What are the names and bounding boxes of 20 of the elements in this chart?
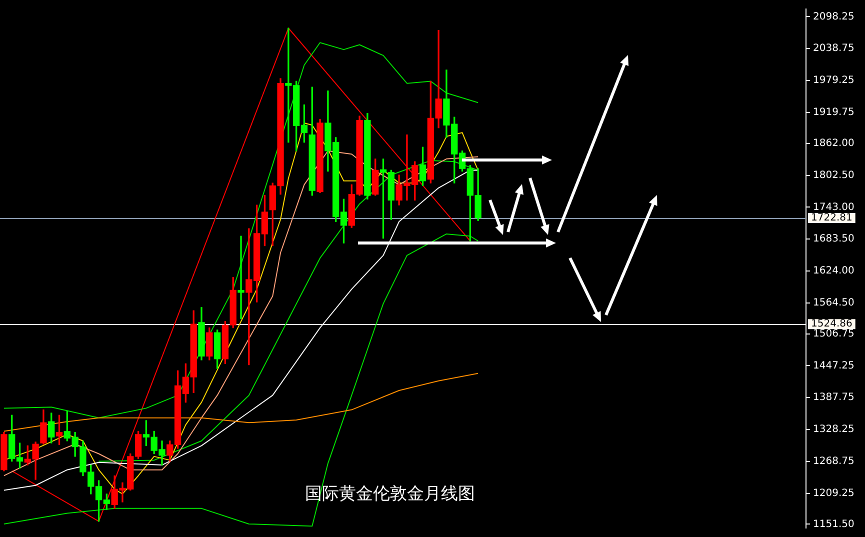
y-tick-label: 1209.25 [813, 488, 854, 499]
y-tick-label: 1743.00 [813, 202, 854, 213]
y-tick-label: 1387.75 [813, 392, 854, 404]
ref-line-label: 1722.81 [811, 212, 852, 224]
ref-line-label: 1524.86 [811, 318, 852, 330]
y-tick-label: 1151.50 [813, 518, 854, 530]
y-tick-label: 2098.25 [813, 11, 854, 22]
y-tick-label: 1979.25 [813, 75, 854, 86]
y-tick-label: 1624.00 [813, 266, 854, 277]
y-tick-label: 1802.50 [813, 170, 854, 181]
y-tick-label: 2038.75 [813, 43, 854, 54]
y-tick-label: 1919.75 [813, 107, 854, 118]
y-tick-label: 1564.50 [813, 297, 854, 308]
y-tick-label: 1268.75 [813, 456, 854, 467]
y-tick-label: 1683.50 [813, 234, 854, 245]
text: 国际黄金伦敦金月线图 [304, 483, 476, 505]
y-tick-label: 1506.75 [813, 328, 854, 340]
y-tick-label: 1447.25 [813, 360, 854, 372]
y-tick-label: 1328.25 [813, 424, 854, 436]
y-tick-label: 1862.00 [813, 138, 854, 149]
